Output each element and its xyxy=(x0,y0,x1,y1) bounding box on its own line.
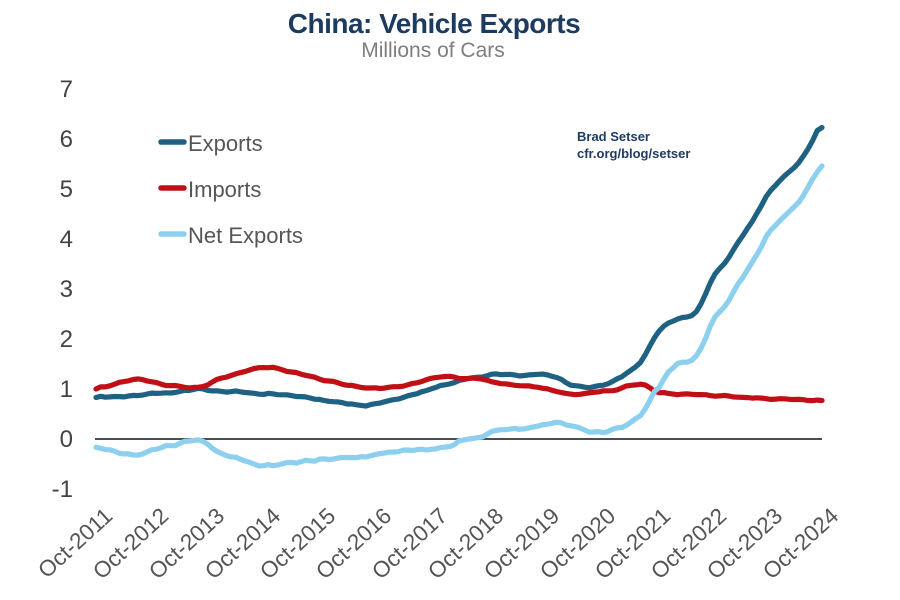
svg-text:cfr.org/blog/setser: cfr.org/blog/setser xyxy=(577,146,690,161)
svg-text:Millions of Cars: Millions of Cars xyxy=(361,39,505,62)
svg-text:Imports: Imports xyxy=(188,177,261,202)
svg-text:4: 4 xyxy=(60,226,73,253)
svg-text:Net Exports: Net Exports xyxy=(188,223,303,248)
svg-text:Exports: Exports xyxy=(188,131,263,156)
svg-text:6: 6 xyxy=(60,126,73,153)
svg-text:5: 5 xyxy=(60,176,73,203)
svg-text:0: 0 xyxy=(60,426,73,453)
svg-text:3: 3 xyxy=(60,276,73,303)
svg-text:7: 7 xyxy=(60,76,73,103)
svg-text:Brad Setser: Brad Setser xyxy=(577,129,650,144)
svg-text:1: 1 xyxy=(60,376,73,403)
svg-text:2: 2 xyxy=(60,326,73,353)
svg-text:China: Vehicle Exports: China: Vehicle Exports xyxy=(288,8,580,39)
svg-text:-1: -1 xyxy=(52,476,73,503)
